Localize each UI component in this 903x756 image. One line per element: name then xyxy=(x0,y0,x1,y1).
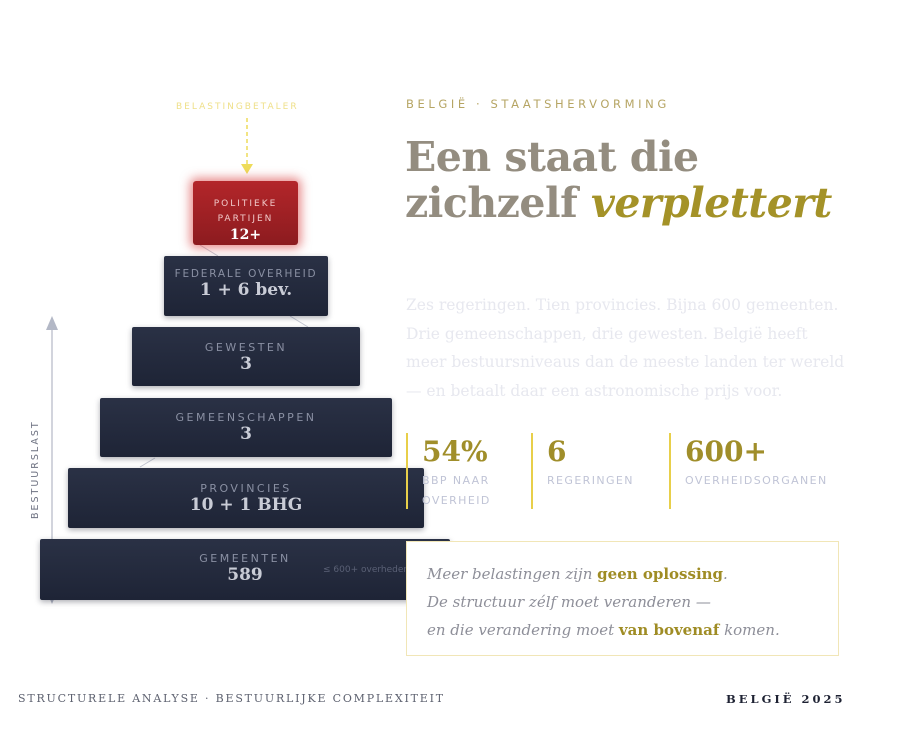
quote-emphasis: van bovenaf xyxy=(618,621,720,639)
axis-label: BESTUURSLAST xyxy=(30,420,41,519)
stat-overheidsorganen: 600+ OVERHEIDSORGANEN xyxy=(669,433,828,509)
quote-text: Meer belastingen zijn xyxy=(427,565,598,583)
taxpayer-label: BELASTINGBETALER xyxy=(176,102,299,112)
tier-label: GEMEENTEN xyxy=(199,552,291,565)
tier-politieke-partijen: POLITIEKE PARTIJEN 12+ xyxy=(193,181,298,245)
tier-gemeenten: GEMEENTEN 589 ≤ 600+ overheden xyxy=(40,539,450,600)
tier-value: 12+ xyxy=(229,227,262,243)
title-line2: zichzelf verplettert xyxy=(405,180,875,226)
quote-line1: Meer belastingen zijn geen oplossing. xyxy=(427,560,818,588)
tier-label: GEMEENSCHAPPEN xyxy=(175,411,317,424)
stat-caption-line1: OVERHEIDSORGANEN xyxy=(685,474,828,487)
quote-text: . xyxy=(723,565,728,583)
stat-regeringen: 6 REGERINGEN xyxy=(531,433,634,509)
tier-gewesten: GEWESTEN 3 xyxy=(132,327,360,386)
tier-label: PROVINCIES xyxy=(200,482,292,495)
connector-line xyxy=(199,244,219,257)
tier-label: FEDERALE OVERHEID xyxy=(174,268,318,280)
quote-line2: De structuur zélf moet veranderen — xyxy=(427,593,711,611)
stat-value: 600+ xyxy=(685,435,767,468)
footer-left: STRUCTURELE ANALYSE · BESTUURLIJKE COMPL… xyxy=(18,692,445,705)
base-note: ≤ 600+ overheden xyxy=(323,565,410,575)
stat-value: 6 xyxy=(547,435,567,468)
tier-value: 3 xyxy=(240,354,252,374)
stat-caption-line1: BBP NAAR xyxy=(422,474,490,487)
stat-caption-line2: OVERHEID xyxy=(422,494,491,507)
tier-label-line1: POLITIEKE xyxy=(213,199,278,209)
connector-line xyxy=(139,457,156,468)
tier-value: 3 xyxy=(240,424,252,444)
quote-line3: en die verandering moet van bovenaf kome… xyxy=(427,616,818,644)
stat-caption-line1: REGERINGEN xyxy=(547,474,634,487)
quote-box: Meer belastingen zijn geen oplossing. De… xyxy=(406,541,839,656)
quote-emphasis: geen oplossing xyxy=(597,565,724,583)
tier-value: 589 xyxy=(227,565,263,585)
eyebrow: BELGIË · STAATSHERVORMING xyxy=(406,97,670,111)
tier-label: GEWESTEN xyxy=(204,341,288,354)
tier-federale-overheid: FEDERALE OVERHEID 1 + 6 bev. xyxy=(164,256,328,316)
title-plain: zichzelf xyxy=(405,179,591,227)
title-line1: Een staat die xyxy=(405,133,699,181)
tier-provincies: PROVINCIES 10 + 1 BHG xyxy=(68,468,424,528)
footer-right: BELGIË 2025 xyxy=(726,692,846,706)
tier-label-line2: PARTIJEN xyxy=(217,214,274,224)
intro-paragraph: Zes regeringen. Tien provincies. Bijna 6… xyxy=(406,296,845,400)
stat-value: 54% xyxy=(422,435,488,468)
stat-bbp: 54% BBP NAAR OVERHEID xyxy=(406,433,491,509)
tier-gemeenschappen: GEMEENSCHAPPEN 3 xyxy=(100,398,392,457)
tier-value: 1 + 6 bev. xyxy=(199,280,293,300)
connector-line xyxy=(289,315,309,328)
quote-text: komen. xyxy=(719,621,780,639)
taxpayer-arrow-head xyxy=(241,164,253,174)
tier-value: 10 + 1 BHG xyxy=(189,495,303,515)
title-accent: verplettert xyxy=(591,179,832,227)
axis-arrow-top xyxy=(46,316,58,330)
page-title: Een staat die zichzelf verplettert xyxy=(405,134,875,226)
quote-text: en die verandering moet xyxy=(427,621,619,639)
